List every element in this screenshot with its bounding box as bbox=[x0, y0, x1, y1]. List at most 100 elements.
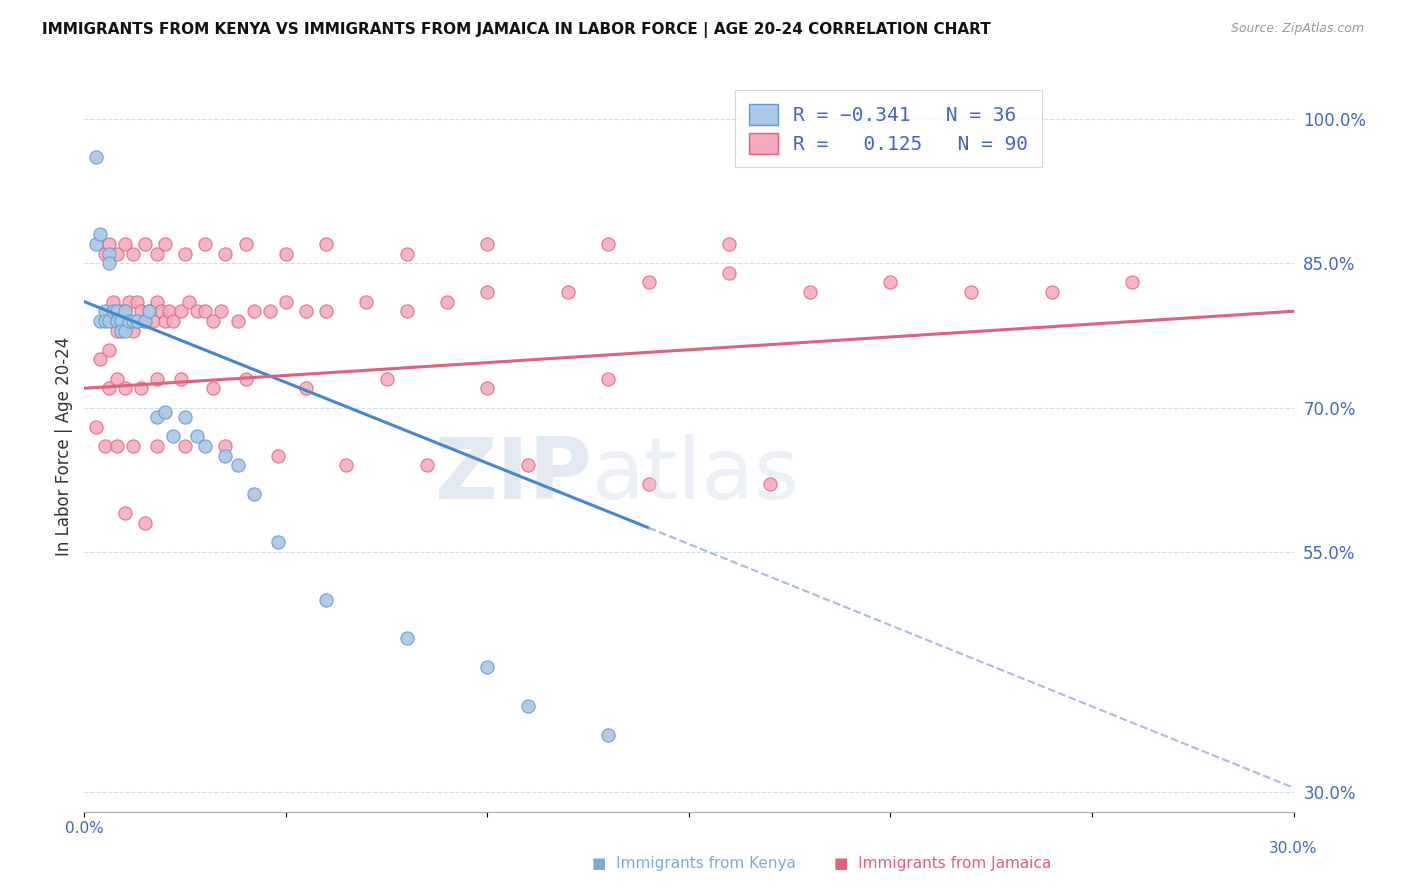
Point bbox=[395, 246, 418, 260]
Point bbox=[101, 304, 124, 318]
Point bbox=[153, 314, 176, 328]
Point bbox=[259, 304, 281, 318]
Point bbox=[242, 304, 264, 318]
Point bbox=[86, 236, 108, 251]
Point bbox=[315, 593, 337, 607]
Point bbox=[375, 371, 398, 385]
Point bbox=[129, 304, 152, 318]
Point bbox=[121, 314, 143, 328]
Point bbox=[105, 439, 128, 453]
Point bbox=[125, 294, 148, 309]
Text: IMMIGRANTS FROM KENYA VS IMMIGRANTS FROM JAMAICA IN LABOR FORCE | AGE 20-24 CORR: IMMIGRANTS FROM KENYA VS IMMIGRANTS FROM… bbox=[42, 22, 991, 38]
Point bbox=[97, 343, 120, 357]
Point bbox=[89, 227, 111, 242]
Point bbox=[118, 314, 141, 328]
Point bbox=[114, 314, 136, 328]
Point bbox=[110, 304, 132, 318]
Point bbox=[226, 314, 249, 328]
Point bbox=[157, 304, 180, 318]
Point bbox=[179, 294, 201, 309]
Point bbox=[105, 246, 128, 260]
Point bbox=[1121, 276, 1143, 290]
Point bbox=[436, 294, 458, 309]
Point bbox=[93, 304, 115, 318]
Point bbox=[93, 246, 115, 260]
Point bbox=[105, 314, 128, 328]
Point bbox=[114, 507, 136, 521]
Point bbox=[149, 304, 172, 318]
Point bbox=[93, 439, 115, 453]
Point bbox=[86, 150, 108, 164]
Point bbox=[153, 236, 176, 251]
Point bbox=[477, 285, 499, 299]
Point bbox=[758, 477, 780, 491]
Point bbox=[146, 294, 169, 309]
Point bbox=[267, 535, 290, 549]
Point bbox=[89, 314, 111, 328]
Point bbox=[395, 632, 418, 646]
Point bbox=[134, 516, 156, 530]
Point bbox=[114, 381, 136, 395]
Legend: R = −0.341   N = 36, R =   0.125   N = 90: R = −0.341 N = 36, R = 0.125 N = 90 bbox=[735, 90, 1042, 168]
Point bbox=[637, 477, 659, 491]
Point bbox=[101, 314, 124, 328]
Point bbox=[162, 314, 184, 328]
Point bbox=[194, 304, 217, 318]
Point bbox=[202, 314, 225, 328]
Point bbox=[174, 246, 197, 260]
Text: atlas: atlas bbox=[592, 434, 800, 516]
Point bbox=[118, 294, 141, 309]
Point bbox=[214, 439, 236, 453]
Text: ZIP: ZIP bbox=[434, 434, 592, 516]
Point bbox=[598, 728, 620, 742]
Point bbox=[146, 246, 169, 260]
Point bbox=[105, 371, 128, 385]
Point bbox=[86, 419, 108, 434]
Point bbox=[242, 487, 264, 501]
Point bbox=[101, 294, 124, 309]
Point bbox=[170, 304, 193, 318]
Point bbox=[295, 304, 318, 318]
Point bbox=[637, 276, 659, 290]
Point bbox=[110, 314, 132, 328]
Point bbox=[93, 314, 115, 328]
Point bbox=[274, 246, 297, 260]
Point bbox=[879, 276, 901, 290]
Point bbox=[395, 304, 418, 318]
Point bbox=[315, 304, 337, 318]
Point bbox=[194, 236, 217, 251]
Point bbox=[97, 314, 120, 328]
Point bbox=[315, 236, 337, 251]
Point bbox=[477, 660, 499, 674]
Point bbox=[129, 381, 152, 395]
Text: ■  Immigrants from Jamaica: ■ Immigrants from Jamaica bbox=[834, 855, 1052, 871]
Point bbox=[202, 381, 225, 395]
Point bbox=[114, 304, 136, 318]
Point bbox=[214, 449, 236, 463]
Point bbox=[114, 304, 136, 318]
Point bbox=[121, 324, 143, 338]
Point bbox=[114, 236, 136, 251]
Point bbox=[162, 429, 184, 443]
Point bbox=[146, 439, 169, 453]
Point bbox=[174, 410, 197, 425]
Point bbox=[416, 458, 439, 473]
Point bbox=[186, 304, 208, 318]
Point bbox=[146, 371, 169, 385]
Point bbox=[105, 324, 128, 338]
Point bbox=[267, 449, 290, 463]
Point bbox=[214, 246, 236, 260]
Point bbox=[170, 371, 193, 385]
Point bbox=[146, 410, 169, 425]
Point bbox=[209, 304, 232, 318]
Point bbox=[356, 294, 378, 309]
Point bbox=[477, 236, 499, 251]
Point bbox=[89, 352, 111, 367]
Point bbox=[125, 314, 148, 328]
Point bbox=[174, 439, 197, 453]
Point bbox=[1040, 285, 1063, 299]
Point bbox=[799, 285, 821, 299]
Text: Source: ZipAtlas.com: Source: ZipAtlas.com bbox=[1230, 22, 1364, 36]
Point bbox=[134, 236, 156, 251]
Point bbox=[114, 324, 136, 338]
